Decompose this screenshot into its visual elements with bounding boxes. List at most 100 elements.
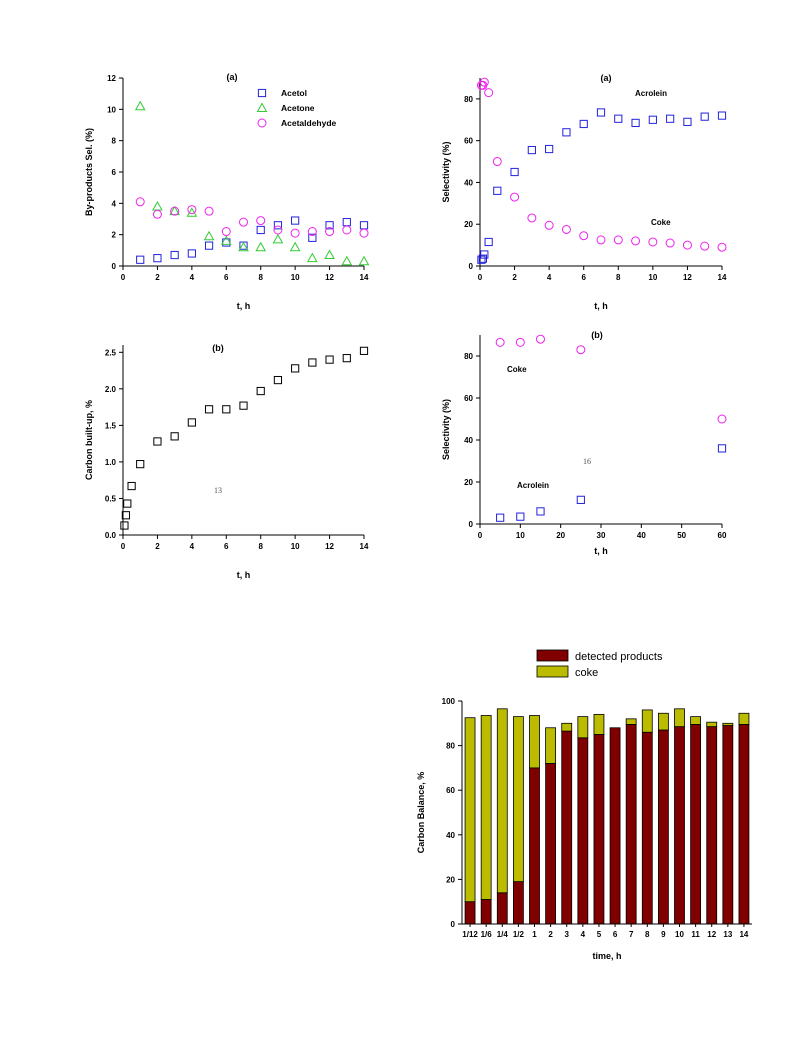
series-acrolein xyxy=(496,444,727,522)
x-tick-label: 8 xyxy=(258,273,263,282)
data-point xyxy=(187,249,196,258)
x-tick-label: 14 xyxy=(718,273,727,282)
data-point xyxy=(170,432,179,441)
x-tick-label: 2 xyxy=(512,273,517,282)
data-point xyxy=(613,235,623,245)
data-point xyxy=(536,334,545,344)
data-point xyxy=(480,250,489,259)
data-point xyxy=(631,118,640,128)
data-point xyxy=(683,117,692,126)
series-acetol xyxy=(136,216,369,264)
data-point xyxy=(341,255,353,266)
y-tick-label: 80 xyxy=(446,742,455,751)
x-tick-label: 2 xyxy=(155,542,160,551)
x-tick-label: 3 xyxy=(564,930,569,939)
x-tick-label: 10 xyxy=(648,273,657,282)
data-point xyxy=(307,227,317,237)
data-point xyxy=(187,205,197,215)
y-tick-label: 100 xyxy=(442,697,456,706)
data-point xyxy=(204,241,214,250)
x-tick-label: 12 xyxy=(707,930,716,939)
data-point xyxy=(136,460,145,469)
y-axis-label: Selectivity (%) xyxy=(441,399,451,460)
y-tick-label: 60 xyxy=(464,394,473,403)
legend-label-coke: coke xyxy=(575,667,598,679)
data-point xyxy=(631,236,641,246)
bar-detected-products xyxy=(464,901,476,925)
y-tick-label: 20 xyxy=(446,875,455,884)
legend-swatch-coke xyxy=(536,665,569,678)
x-axis-label: time, h xyxy=(592,951,621,961)
y-axis-label: Carbon Balance, % xyxy=(416,772,426,854)
bar-coke xyxy=(593,713,605,735)
data-point xyxy=(700,112,709,121)
data-point xyxy=(186,207,198,217)
y-axis-label: Carbon built-up, % xyxy=(84,400,94,480)
data-point xyxy=(545,144,554,154)
bar-detected-products xyxy=(625,724,637,925)
x-tick-label: 20 xyxy=(556,531,565,540)
y-tick-label: 60 xyxy=(464,137,473,146)
bar-detected-products xyxy=(545,763,557,925)
data-point xyxy=(648,115,657,124)
bar-detected-products xyxy=(674,726,685,925)
bar-coke xyxy=(529,715,540,769)
data-point xyxy=(478,254,487,263)
x-tick-label: 0 xyxy=(121,542,126,551)
data-point xyxy=(536,507,545,516)
chart-carbon_balance: 1/12 1/6 1/4 1/2 1 2 3 4 5 6 7 8 9 10 11 12 13 1402040608… xyxy=(416,649,752,961)
bar-detected-products xyxy=(738,724,750,925)
data-point xyxy=(170,206,180,216)
x-tick-label: 4 xyxy=(190,273,195,282)
y-tick-label: 1.0 xyxy=(105,458,117,467)
bar-coke xyxy=(641,709,653,733)
data-point xyxy=(222,405,231,414)
page-number: 16 xyxy=(583,457,591,466)
data-point xyxy=(325,221,334,230)
y-tick-label: 2 xyxy=(112,231,117,240)
legend-marker-acetaldehyde xyxy=(257,118,267,128)
data-point xyxy=(256,225,265,235)
data-point xyxy=(496,513,505,522)
x-tick-label: 6 xyxy=(581,273,586,282)
data-point xyxy=(308,233,317,242)
bar-coke xyxy=(674,708,685,728)
data-point xyxy=(527,145,536,155)
data-point xyxy=(596,235,606,245)
bar-coke xyxy=(545,727,557,764)
y-tick-label: 2.0 xyxy=(105,385,117,394)
series-coke xyxy=(495,334,727,424)
bar-detected-products xyxy=(496,892,508,925)
y-tick-label: 4 xyxy=(112,199,117,208)
x-tick-label: 1 xyxy=(532,930,537,939)
x-axis-label: t, h xyxy=(237,570,251,580)
legend-label-acetol: Acetol xyxy=(281,88,307,98)
data-point xyxy=(579,119,588,129)
x-tick-label: 10 xyxy=(675,930,684,939)
data-point xyxy=(123,499,132,508)
data-point xyxy=(359,346,369,355)
x-tick-label: 11 xyxy=(691,930,700,939)
data-point xyxy=(479,77,489,87)
data-point xyxy=(187,418,196,427)
x-tick-label: 13 xyxy=(723,930,732,939)
bar-coke xyxy=(722,722,734,726)
data-point xyxy=(561,224,571,234)
data-point xyxy=(325,227,335,237)
annotation-coke: Coke xyxy=(507,365,527,374)
data-point xyxy=(544,220,554,230)
data-point xyxy=(515,337,525,347)
data-point xyxy=(272,233,284,244)
x-tick-label: 7 xyxy=(629,930,634,939)
data-point xyxy=(203,230,215,241)
data-point xyxy=(342,354,351,363)
series-coke xyxy=(476,77,727,252)
data-point xyxy=(291,216,300,225)
x-tick-label: 14 xyxy=(739,930,748,939)
data-point xyxy=(220,235,232,245)
data-point xyxy=(221,227,231,237)
x-tick-label: 12 xyxy=(325,542,334,551)
data-point xyxy=(527,213,537,223)
series-acrolein xyxy=(477,108,727,264)
y-axis-label: Selectivity (%) xyxy=(441,141,451,202)
